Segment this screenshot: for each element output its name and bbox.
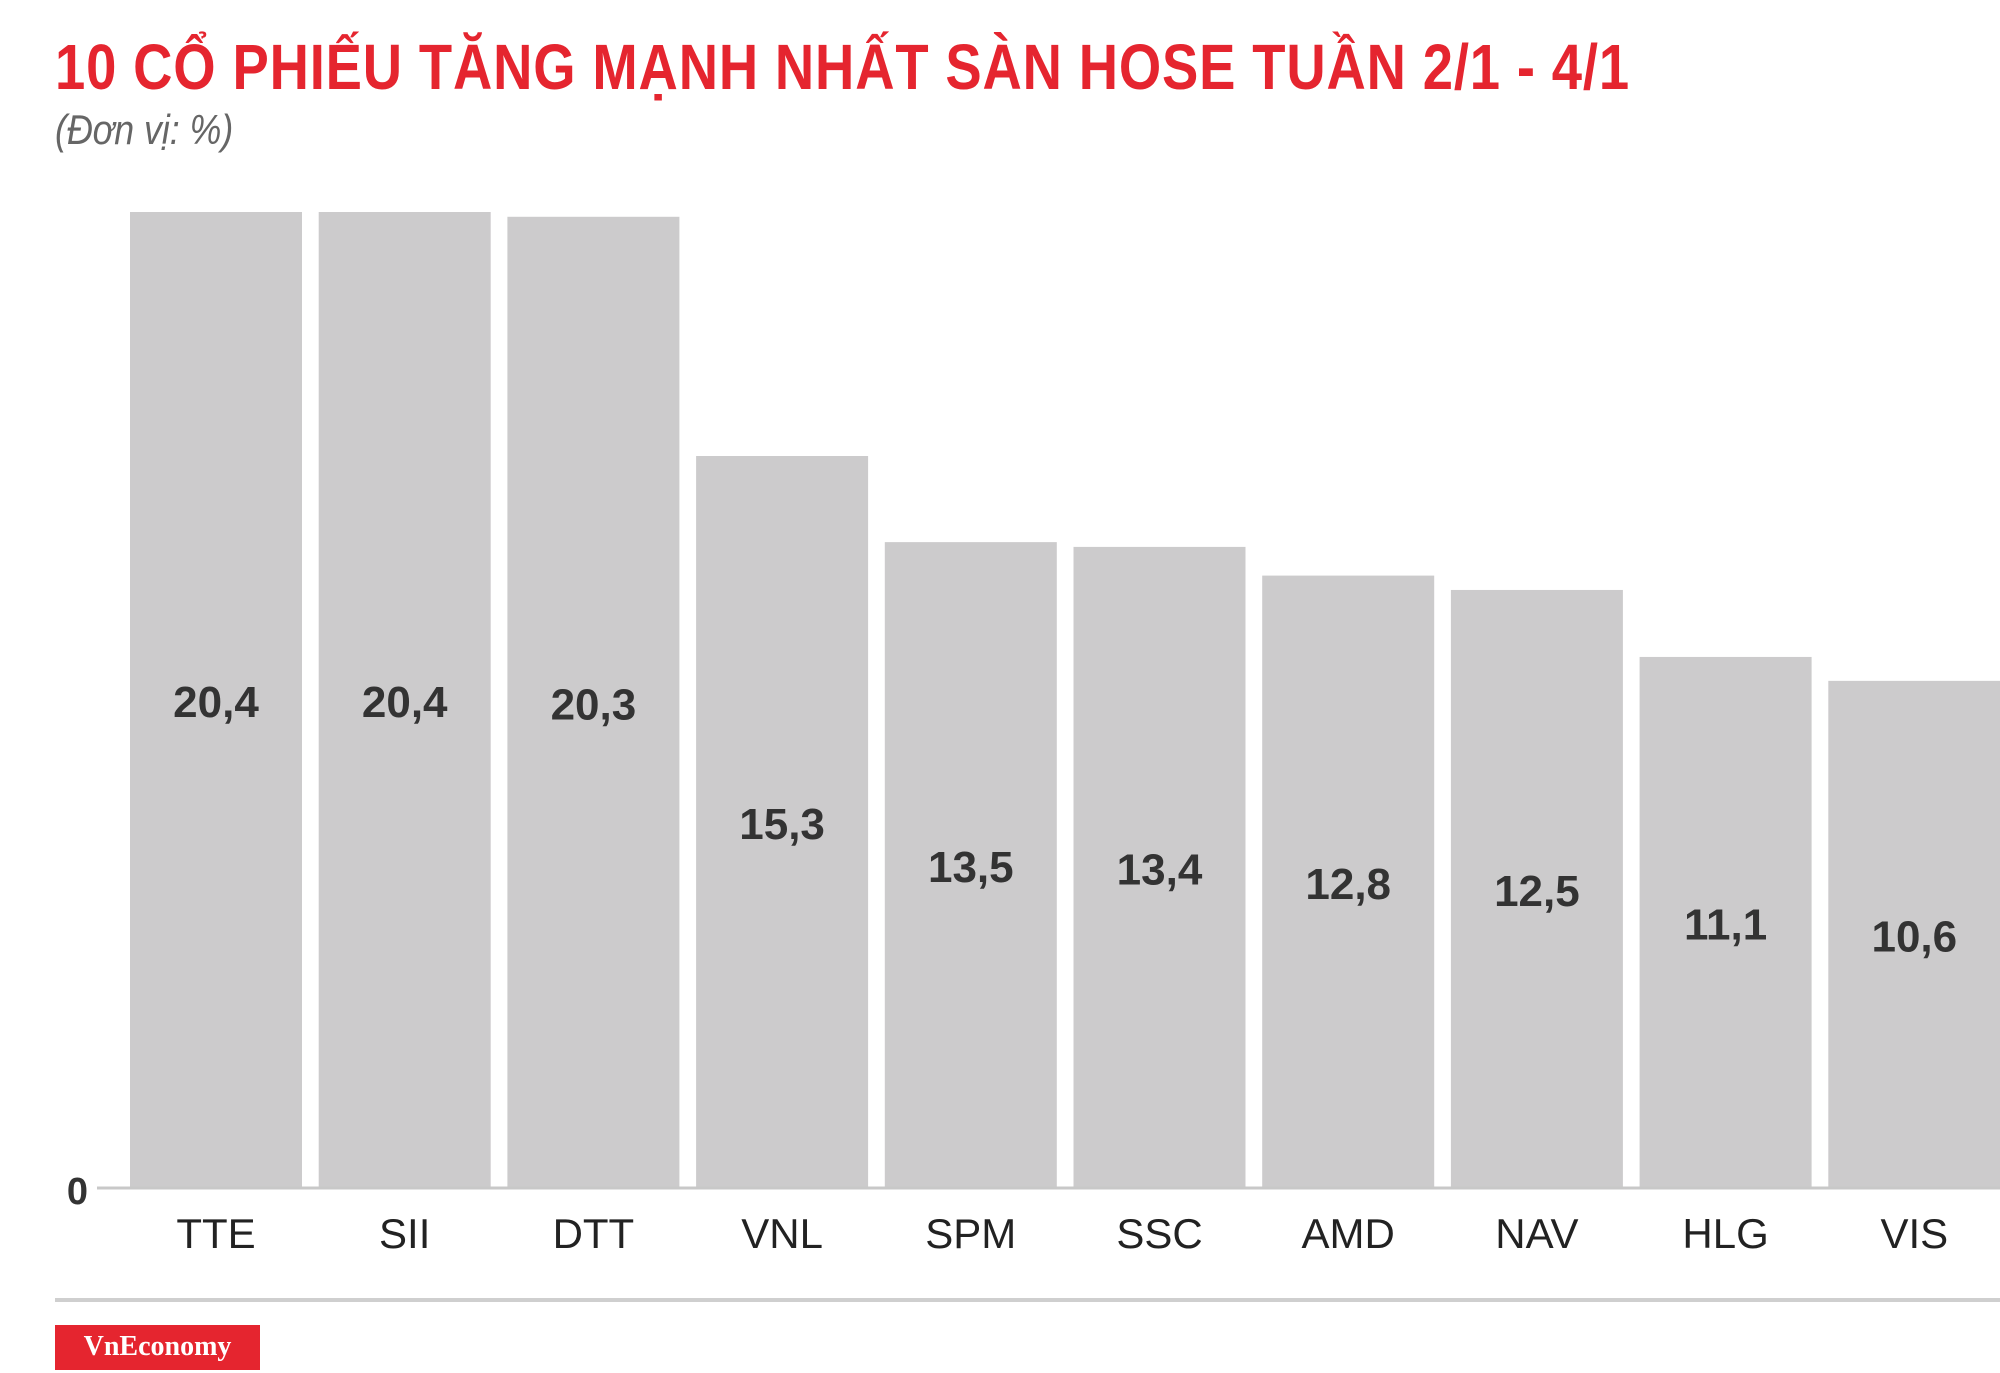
value-label-vis: 10,6: [1871, 912, 1957, 961]
category-label-hlg: HLG: [1682, 1210, 1768, 1257]
value-label-hlg: 11,1: [1684, 900, 1767, 949]
bar-nav: [1450, 589, 1623, 1188]
value-labels-group: 20,4 20,4 20,3 15,3 13,5 13,4 12,8 12,5 11,1 10,6: [173, 678, 1957, 961]
bar-amd: [1262, 575, 1435, 1188]
category-label-vis: VIS: [1880, 1210, 1948, 1257]
brand-text: VnEconomy: [83, 1331, 232, 1362]
value-label-ssc: 13,4: [1117, 845, 1203, 894]
value-label-sii: 20,4: [362, 678, 448, 727]
bar-vnl: [696, 456, 869, 1188]
category-labels-group: TTE SII DTT VNL SPM SSC AMD NAV HLG VIS: [176, 1210, 1948, 1257]
bar-tte: [130, 212, 302, 1188]
bar-spm: [884, 542, 1057, 1188]
category-label-ssc: SSC: [1116, 1210, 1202, 1257]
category-label-sii: SII: [379, 1210, 430, 1257]
bar-hlg: [1639, 656, 1812, 1188]
value-label-tte: 20,4: [173, 678, 259, 727]
category-label-tte: TTE: [176, 1210, 255, 1257]
category-label-vnl: VNL: [741, 1210, 823, 1257]
bar-dtt: [507, 216, 680, 1189]
unit-label: (Đơn vị: %): [55, 106, 234, 153]
value-label-amd: 12,8: [1305, 860, 1391, 909]
bars-group: [130, 212, 2000, 1189]
value-label-vnl: 15,3: [739, 800, 825, 849]
category-label-spm: SPM: [925, 1210, 1016, 1257]
bar-ssc: [1073, 546, 1246, 1188]
brand-logo: VnEconomy: [55, 1325, 260, 1370]
value-label-dtt: 20,3: [551, 680, 637, 729]
category-label-nav: NAV: [1495, 1210, 1578, 1257]
chart-title: 10 CỔ PHIẾU TĂNG MẠNH NHẤT SÀN HOSE TUẦN…: [55, 31, 1630, 103]
category-label-amd: AMD: [1302, 1210, 1395, 1257]
y-tick-zero: 0: [67, 1171, 88, 1213]
bar-vis: [1828, 680, 2000, 1188]
bar-sii: [318, 212, 491, 1188]
value-label-nav: 12,5: [1494, 867, 1580, 916]
value-label-spm: 13,5: [928, 843, 1014, 892]
category-label-dtt: DTT: [553, 1210, 635, 1257]
